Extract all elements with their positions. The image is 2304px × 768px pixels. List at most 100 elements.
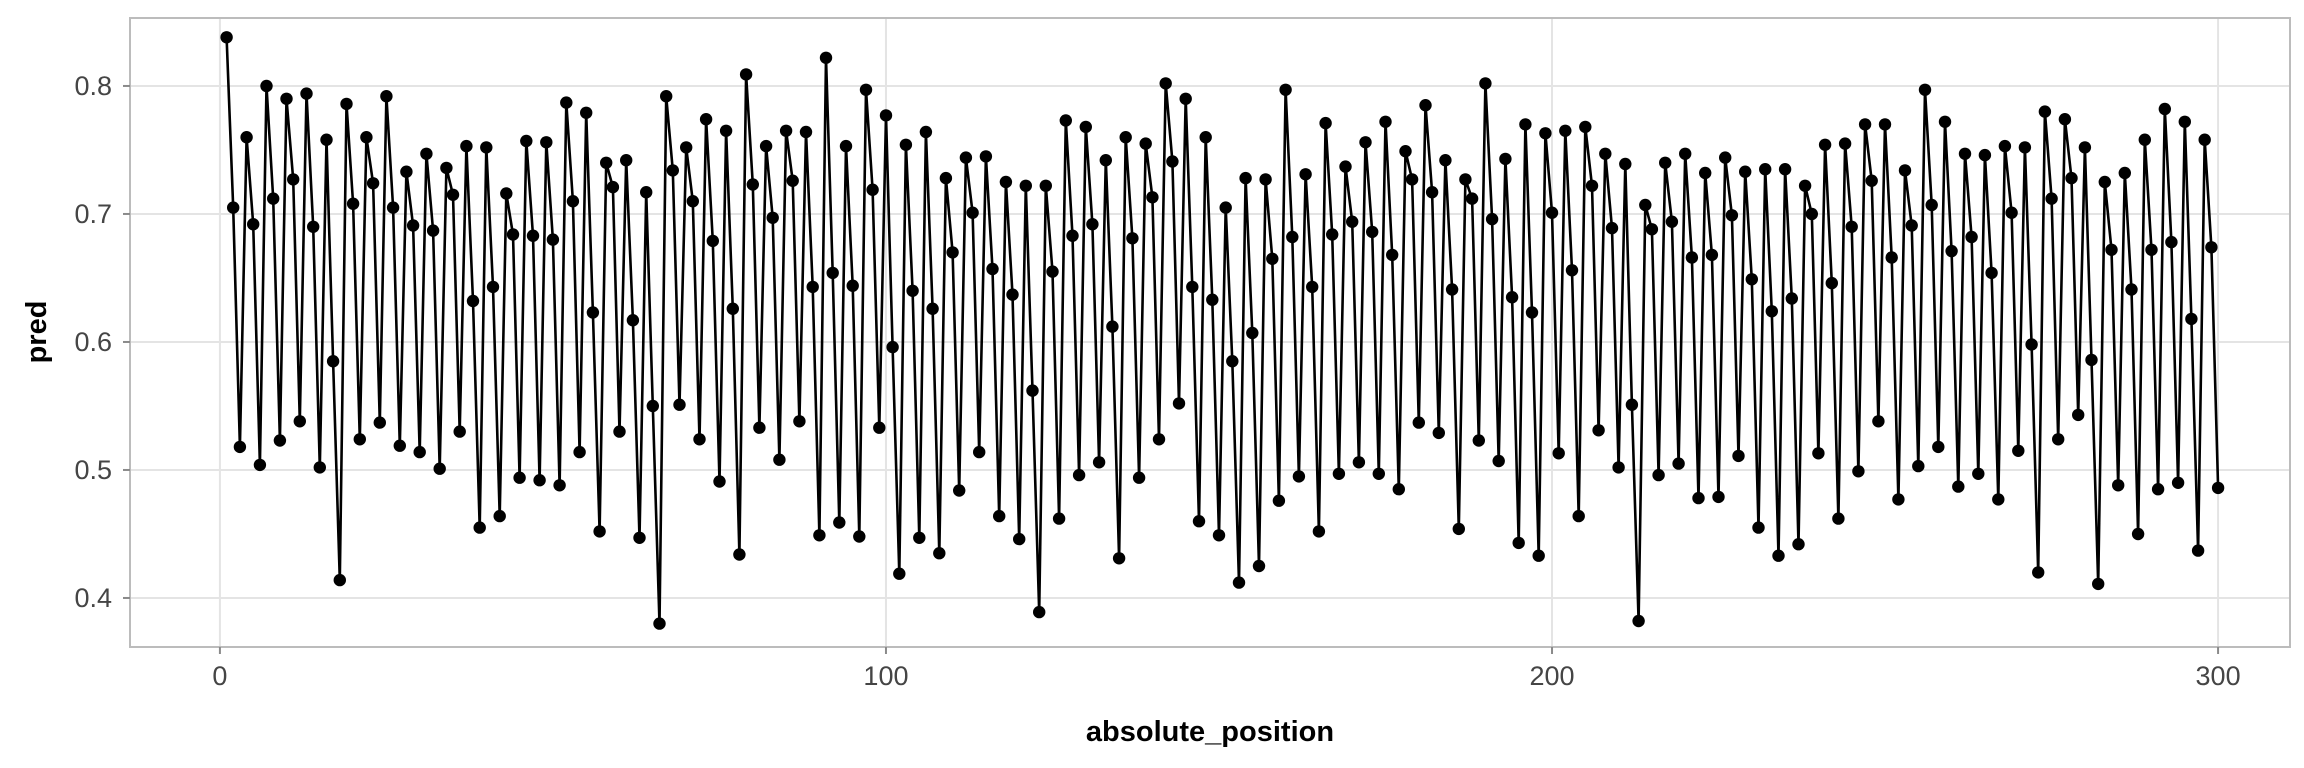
data-point bbox=[1239, 171, 1252, 185]
data-point bbox=[1719, 151, 1732, 164]
data-point bbox=[660, 90, 673, 103]
data-point bbox=[1286, 230, 1299, 244]
data-point bbox=[766, 211, 779, 224]
data-point bbox=[1052, 512, 1066, 525]
data-point bbox=[606, 180, 620, 194]
data-point bbox=[613, 425, 626, 438]
data-line bbox=[225, 35, 2220, 625]
data-point bbox=[1532, 549, 1545, 562]
data-point bbox=[560, 96, 573, 109]
data-point bbox=[566, 195, 580, 208]
data-point bbox=[253, 458, 267, 472]
data-point bbox=[1878, 118, 1892, 131]
data-point bbox=[1359, 136, 1372, 149]
data-point bbox=[2018, 141, 2032, 154]
data-point bbox=[1652, 468, 1665, 482]
data-point bbox=[1326, 228, 1339, 241]
data-point bbox=[2112, 479, 2125, 492]
data-point bbox=[1745, 273, 1759, 286]
data-point bbox=[360, 131, 373, 144]
data-point bbox=[1865, 174, 1878, 187]
data-point bbox=[2012, 444, 2025, 457]
data-point bbox=[1965, 230, 1978, 244]
data-point bbox=[1852, 465, 1865, 478]
data-point bbox=[446, 188, 460, 201]
data-point bbox=[699, 113, 713, 126]
data-point bbox=[1319, 116, 1332, 130]
data-point bbox=[1179, 92, 1192, 106]
data-point bbox=[1519, 118, 1532, 131]
data-point bbox=[939, 171, 953, 185]
data-point bbox=[1266, 252, 1279, 265]
data-point bbox=[1299, 168, 1312, 181]
data-point bbox=[2105, 243, 2118, 256]
data-point bbox=[2072, 408, 2085, 422]
data-point bbox=[1685, 251, 1699, 264]
data-point bbox=[2032, 566, 2045, 579]
data-point bbox=[1126, 232, 1139, 245]
data-point bbox=[973, 445, 986, 459]
data-point bbox=[300, 87, 313, 100]
data-point bbox=[1312, 525, 1326, 538]
data-point bbox=[1812, 447, 1825, 460]
data-point bbox=[486, 280, 500, 294]
data-point bbox=[1659, 156, 1672, 169]
data-point bbox=[1086, 218, 1099, 231]
data-point bbox=[1679, 147, 1692, 160]
data-point bbox=[346, 197, 360, 210]
data-point bbox=[307, 220, 320, 233]
data-point bbox=[573, 445, 586, 459]
data-point bbox=[1579, 120, 1592, 134]
data-point bbox=[433, 462, 446, 475]
data-point bbox=[1612, 461, 1625, 474]
data-point bbox=[1339, 160, 1352, 173]
data-point bbox=[586, 306, 600, 319]
data-point bbox=[1372, 467, 1386, 480]
data-point bbox=[819, 51, 833, 64]
y-tick-label: 0.7 bbox=[74, 199, 112, 229]
data-point bbox=[966, 206, 979, 219]
data-point bbox=[833, 516, 846, 529]
data-point bbox=[899, 138, 913, 151]
data-point bbox=[480, 141, 493, 154]
data-point bbox=[1419, 99, 1432, 112]
data-point bbox=[826, 266, 839, 280]
data-point bbox=[406, 219, 420, 232]
data-point bbox=[1972, 467, 1985, 480]
data-point bbox=[1905, 219, 1918, 232]
data-point bbox=[1739, 165, 1752, 178]
data-point bbox=[1512, 536, 1525, 550]
data-point bbox=[1645, 223, 1659, 236]
data-point bbox=[473, 521, 486, 534]
data-point bbox=[680, 141, 693, 154]
data-point bbox=[1752, 521, 1765, 534]
data-point bbox=[1692, 491, 1705, 505]
data-point bbox=[1759, 163, 1772, 176]
data-point bbox=[1832, 512, 1845, 525]
data-point bbox=[1499, 152, 1512, 166]
data-point bbox=[1206, 293, 1219, 306]
data-point bbox=[453, 425, 466, 438]
data-point bbox=[466, 294, 480, 308]
data-point bbox=[1405, 173, 1419, 186]
data-point bbox=[1938, 115, 1952, 128]
data-point bbox=[1838, 137, 1852, 150]
data-point bbox=[2125, 283, 2138, 296]
data-point bbox=[759, 139, 773, 153]
data-point bbox=[813, 529, 826, 542]
data-point bbox=[313, 461, 326, 474]
data-point bbox=[933, 547, 946, 560]
data-point bbox=[287, 173, 300, 186]
data-point bbox=[1539, 127, 1552, 140]
data-point bbox=[646, 399, 659, 413]
data-point bbox=[1019, 179, 1032, 192]
data-point bbox=[633, 531, 646, 544]
data-point bbox=[520, 134, 533, 148]
data-point bbox=[1099, 154, 1113, 167]
data-point bbox=[786, 174, 799, 187]
data-point bbox=[460, 139, 473, 153]
data-point bbox=[1112, 552, 1126, 565]
data-point bbox=[2205, 241, 2218, 254]
data-point bbox=[1699, 166, 1712, 180]
